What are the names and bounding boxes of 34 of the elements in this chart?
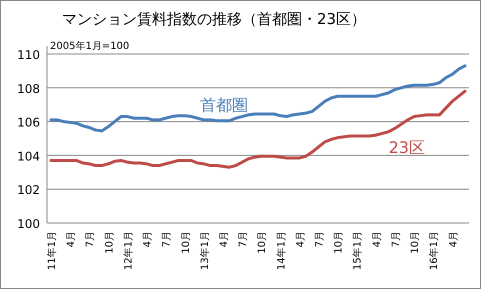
y-tick-label: 102	[17, 183, 40, 198]
x-tick-label: 15年1月	[352, 231, 364, 270]
y-tick-label: 106	[17, 116, 40, 130]
x-tick-label: 10月	[104, 231, 116, 254]
y-tick-label: 108	[17, 82, 40, 96]
x-tick-label: 14年1月	[275, 231, 288, 270]
x-tick-label: 11年1月	[46, 231, 58, 270]
x-tick-label: 4月	[448, 231, 460, 248]
y-tick-label: 104	[17, 149, 40, 164]
x-tick-label: 4月	[372, 231, 383, 248]
x-tick-label: 10月	[334, 231, 345, 254]
line-series	[50, 90, 466, 169]
x-tick-label: 4月	[66, 231, 78, 248]
x-tick-label: 10月	[180, 231, 192, 254]
line-series	[50, 64, 466, 132]
x-tick-label: 13年1月	[198, 231, 211, 270]
x-tick-label: 10月	[257, 231, 268, 254]
x-tick-label: 10月	[410, 231, 422, 254]
series-label: 23区	[388, 138, 425, 158]
x-tick-label: 7月	[390, 231, 402, 248]
y-tick-label: 100	[17, 217, 40, 231]
text: 2005年1月=100	[50, 40, 130, 52]
y-tick-label: 110	[17, 48, 40, 62]
x-tick-label: 12年1月	[122, 231, 134, 270]
x-tick-label: 7月	[85, 231, 96, 248]
series-label: 首都圏	[200, 96, 248, 115]
x-tick-label: 7月	[314, 231, 326, 248]
x-tick-label: 7月	[162, 231, 173, 248]
x-tick-label: 4月	[218, 231, 230, 248]
x-tick-label: 7月	[238, 231, 250, 248]
chart-title: マンション賃料指数の推移（首都圏・23区）	[62, 10, 366, 28]
x-tick-label: 4月	[295, 231, 306, 248]
x-tick-label: 16年1月	[428, 231, 440, 270]
x-tick-label: 4月	[142, 231, 154, 248]
